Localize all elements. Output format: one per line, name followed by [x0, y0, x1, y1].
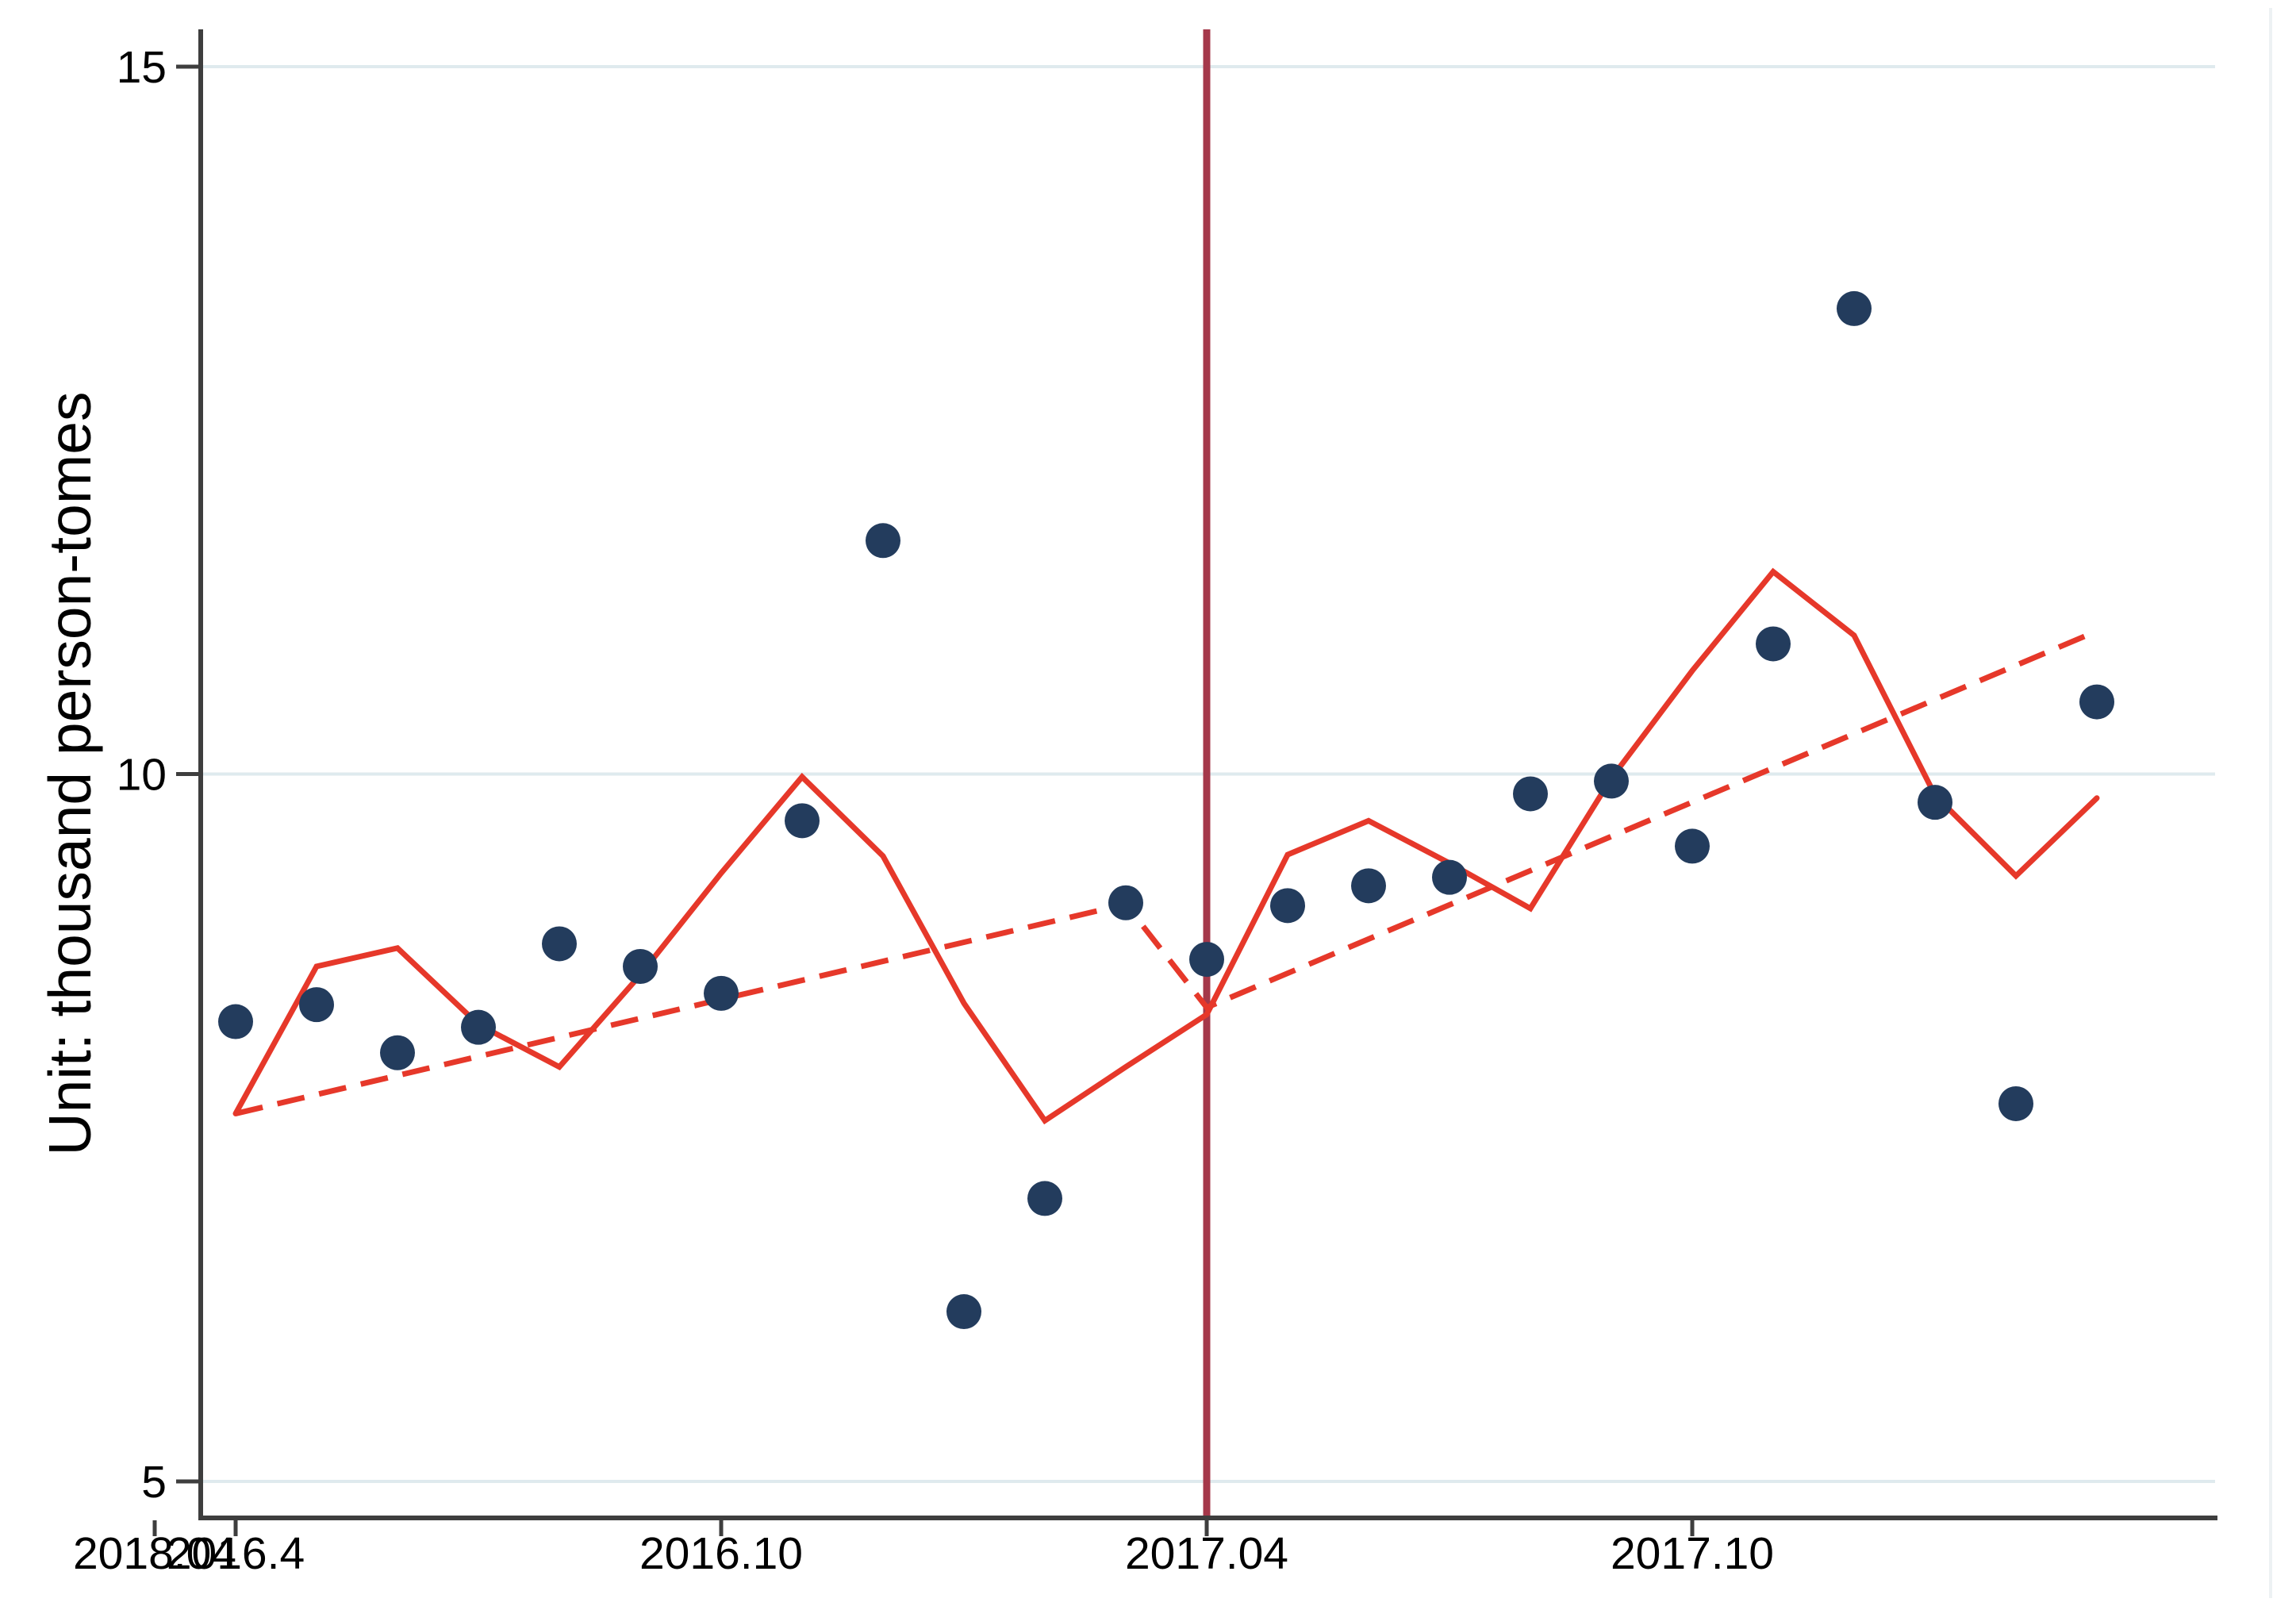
y-axis-title: Unit: thousand person-tomes: [36, 391, 103, 1156]
data-point: [946, 1294, 981, 1330]
y-ticks: 15 10 5: [117, 42, 201, 1508]
data-point: [866, 523, 900, 559]
data-point: [1837, 290, 1872, 326]
data-point: [1918, 785, 1952, 820]
data-point: [623, 948, 658, 984]
data-point: [1270, 888, 1305, 924]
data-point: [1108, 885, 1143, 920]
data-point: [542, 926, 577, 962]
y-tick-label: 10: [117, 750, 167, 801]
x-ticks: 2016.4 2016.10 2017.04 2017.10 2018.04: [73, 1520, 1774, 1579]
fitted-line-solid: [232, 567, 2100, 1125]
data-point: [1756, 626, 1791, 662]
x-tick-label: 2016.10: [639, 1528, 803, 1579]
y-tick-label: 15: [117, 42, 167, 93]
data-point: [1432, 859, 1467, 895]
data-point: [299, 987, 334, 1023]
data-point: [218, 1004, 253, 1039]
data-point: [2079, 684, 2114, 720]
data-point: [380, 1035, 415, 1070]
data-point: [1675, 828, 1710, 864]
data-point: [461, 1009, 496, 1045]
data-point: [1513, 776, 1548, 812]
x-tick-label: 2017.10: [1611, 1528, 1774, 1579]
data-point: [1027, 1181, 1062, 1216]
data-point: [1594, 763, 1629, 799]
solid-line: [232, 567, 2100, 1125]
scatter-points: [218, 290, 2114, 1330]
data-point: [1998, 1085, 2033, 1121]
x-tick-label: 2016.4: [167, 1528, 305, 1579]
data-point: [785, 803, 820, 839]
x-tick-label: 2017.04: [1125, 1528, 1288, 1579]
data-point: [1351, 868, 1386, 904]
y-tick-label: 5: [141, 1457, 167, 1508]
x-tick-label: 2018.04: [73, 1528, 236, 1579]
data-point: [1189, 942, 1224, 978]
data-point: [704, 975, 739, 1011]
